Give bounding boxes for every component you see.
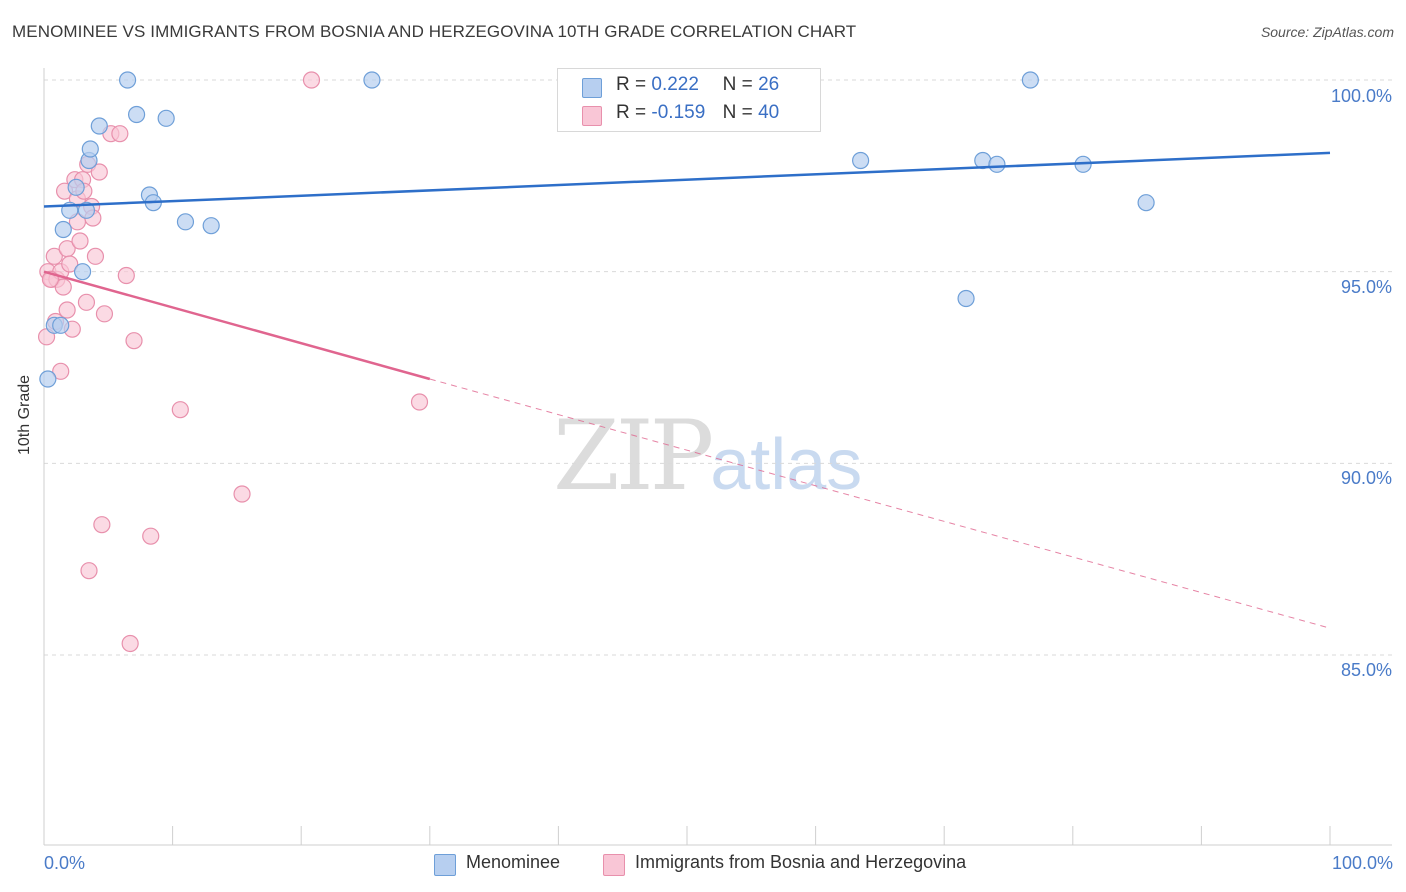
bosnia-point: [302, 71, 321, 89]
bosnia-point: [54, 278, 72, 296]
menominee-point: [1021, 71, 1039, 89]
menominee-point: [157, 109, 175, 127]
stats-text: R = 0.222 N = 26: [616, 74, 779, 96]
bosnia-point: [125, 332, 143, 350]
pink-swatch: [603, 854, 625, 876]
y-axis-label: 10th Grade: [16, 374, 33, 455]
bosnia-point: [86, 247, 105, 265]
menominee-point: [67, 178, 85, 196]
bosnia-point: [142, 527, 160, 545]
pink-swatch: [582, 106, 602, 126]
bosnia-point: [58, 301, 76, 319]
stats-text: R = -0.159 N = 40: [616, 102, 779, 124]
n-value: 40: [758, 102, 780, 123]
menominee-point: [202, 217, 220, 235]
menominee-point: [363, 71, 381, 89]
x-tick-label-0: 0.0%: [44, 853, 86, 873]
menominee-point: [1137, 194, 1155, 212]
r-value: -0.159: [651, 102, 706, 123]
legend-label: Menominee: [466, 852, 561, 872]
y-tick-label-90: 90.0%: [1340, 468, 1392, 488]
r-label: R =: [616, 102, 647, 123]
bosnia-point: [77, 293, 96, 311]
menominee-point: [176, 213, 195, 231]
bosnia-point: [61, 255, 79, 273]
bosnia-point: [93, 516, 111, 534]
menominee-point: [39, 370, 57, 388]
bosnia-point: [111, 125, 129, 143]
bosnia-point: [90, 163, 108, 181]
menominee-point: [127, 105, 146, 124]
series-legend: Menominee Immigrants from Bosnia and Her…: [0, 852, 1406, 876]
menominee-point: [54, 220, 72, 239]
n-value: 26: [758, 74, 780, 95]
menominee-point: [988, 155, 1006, 173]
menominee-point: [73, 263, 92, 281]
n-label: N =: [722, 102, 753, 123]
blue-swatch: [434, 854, 456, 876]
watermark-zip: ZIP: [553, 400, 714, 512]
chart-title: MENOMINEE VS IMMIGRANTS FROM BOSNIA AND …: [12, 22, 857, 41]
menominee-point: [118, 71, 137, 89]
menominee-point: [77, 201, 96, 219]
blue-swatch: [582, 78, 602, 98]
menominee-point: [52, 316, 70, 334]
bosnia-point: [80, 562, 98, 580]
legend-label: Immigrants from Bosnia and Herzegovina: [635, 852, 967, 872]
bosnia-point: [121, 634, 139, 653]
bosnia-point: [52, 362, 70, 380]
bosnia-point: [95, 305, 114, 323]
y-tick-label-85: 85.0%: [1340, 660, 1392, 680]
r-value: 0.222: [651, 74, 699, 95]
source-credit: Source: ZipAtlas.com: [1260, 24, 1394, 40]
stats-legend: R = 0.222 N = 26 R = -0.159 N = 40: [557, 68, 821, 132]
r-label: R =: [616, 74, 647, 95]
bosnia-trend-extension: [429, 378, 1331, 629]
bosnia-point: [117, 266, 135, 285]
bosnia-point: [171, 401, 189, 419]
bosnia-point: [45, 247, 63, 265]
bosnia-point: [233, 485, 251, 503]
menominee-point: [81, 140, 99, 158]
menominee-point: [852, 151, 870, 170]
menominee-trend-line: [43, 151, 1331, 208]
y-tick-label-100: 100.0%: [1330, 86, 1392, 106]
bosnia-point: [71, 232, 89, 250]
y-tick-label-95: 95.0%: [1340, 277, 1392, 297]
x-tick-label-100: 100.0%: [1331, 853, 1393, 873]
watermark: ZIPatlas: [553, 400, 862, 512]
menominee-point: [957, 289, 975, 308]
menominee-point: [90, 117, 108, 135]
n-label: N =: [722, 74, 753, 95]
bosnia-trend-line: [43, 270, 431, 381]
bosnia-point: [410, 393, 429, 411]
